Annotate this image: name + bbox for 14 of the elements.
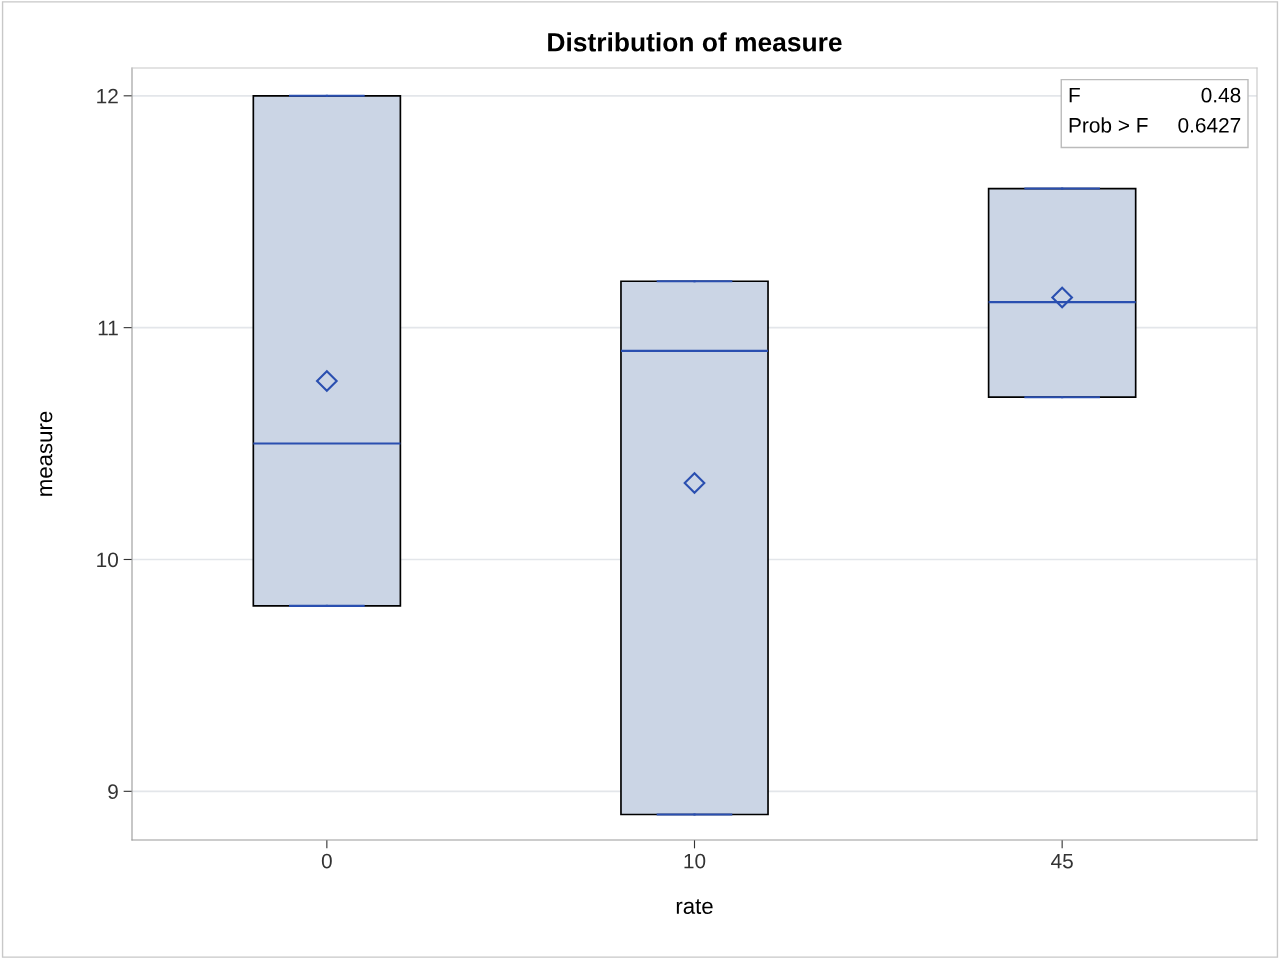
annotation: 0.6427 [1178,117,1241,133]
chart-title: Distribution of measure [548,32,842,52]
y-axis-title: measure [40,411,53,496]
annotation: Prob > F [1069,117,1148,133]
annotation: 0.48 [1201,87,1241,103]
annotation: F [1069,88,1080,103]
x-tick-label: 45 [1051,853,1073,869]
x-tick-label: 0 [321,853,332,869]
y-tick-label: 10 [97,552,118,568]
x-tick-label: 10 [684,853,706,869]
y-tick-label: 12 [97,88,118,104]
y-tick-label: 9 [108,784,118,800]
x-axis-title: rate [676,899,713,914]
y-tick-label: 11 [98,320,118,336]
